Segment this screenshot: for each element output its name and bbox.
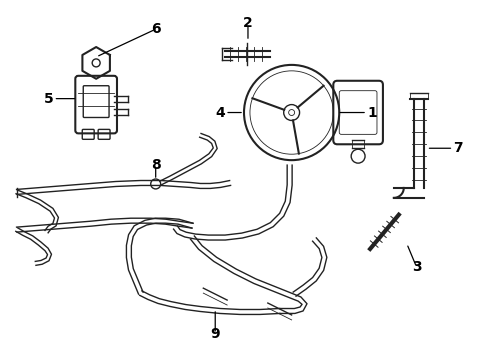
Text: 4: 4 xyxy=(215,105,224,120)
Text: 1: 1 xyxy=(366,105,376,120)
Text: 7: 7 xyxy=(452,141,462,155)
Text: 9: 9 xyxy=(210,327,220,341)
Text: 3: 3 xyxy=(411,260,421,274)
Text: 8: 8 xyxy=(150,158,160,172)
Text: 2: 2 xyxy=(243,16,252,30)
Text: 5: 5 xyxy=(43,92,53,105)
Text: 6: 6 xyxy=(151,22,160,36)
